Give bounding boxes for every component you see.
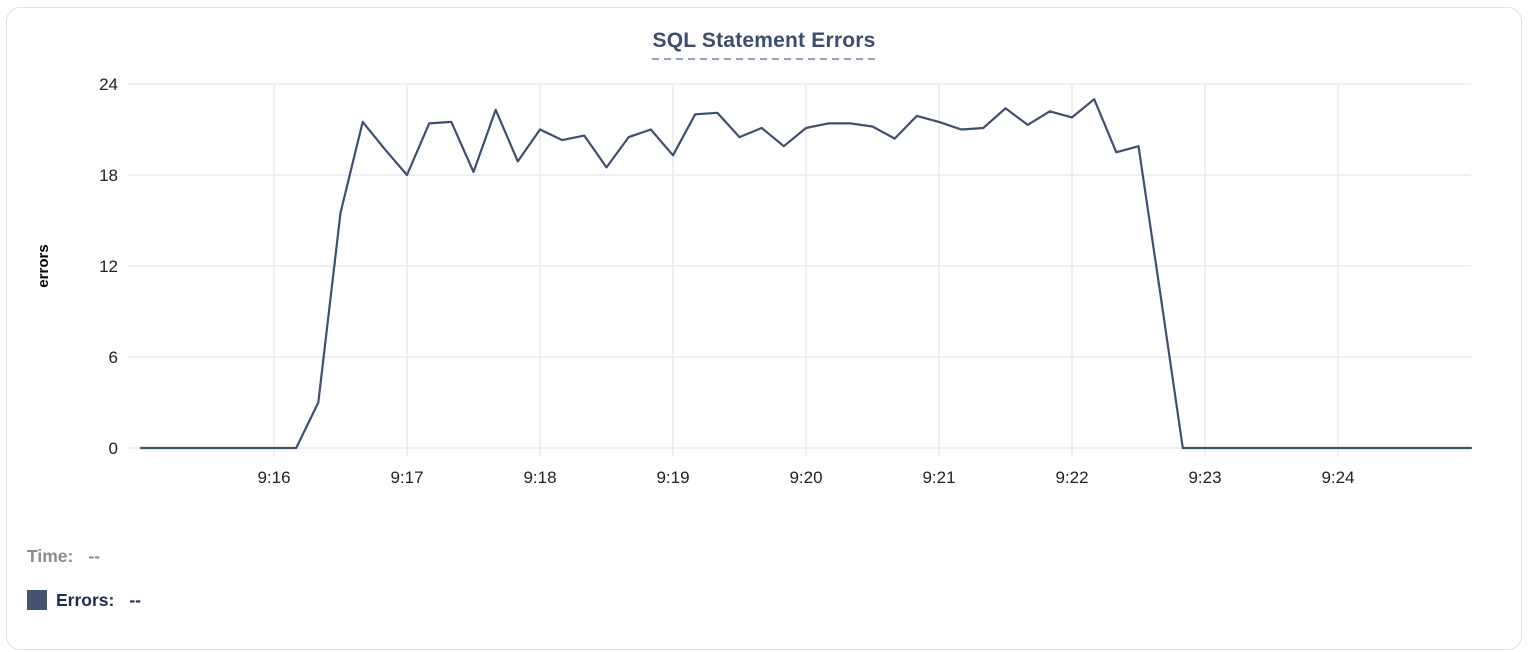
svg-text:9:20: 9:20 [789,468,822,487]
errors-series-swatch [27,590,47,610]
x-axis-tick-labels: 9:16 9:17 9:18 9:19 9:20 9:21 9:22 9:23 9:24 [257,468,1354,487]
time-readout-row: Time: -- [27,544,141,568]
svg-text:9:22: 9:22 [1055,468,1088,487]
errors-readout-row: Errors: -- [27,588,141,612]
y-axis-tick-labels: 0 6 12 18 24 [99,75,118,458]
y-axis-label: errors [35,244,52,287]
svg-text:6: 6 [109,348,118,367]
errors-value: -- [129,589,142,610]
chart-card [6,7,1522,650]
errors-line-chart[interactable]: 0 6 12 18 24 9:16 9:17 9:18 9:19 9:20 9:21 9:22 9:2… [0,0,1528,505]
svg-text:9:18: 9:18 [523,468,556,487]
horizontal-gridlines [128,83,1471,449]
svg-text:18: 18 [99,166,118,185]
svg-text:9:23: 9:23 [1188,468,1221,487]
errors-series-line [139,98,1473,450]
svg-text:9:24: 9:24 [1321,468,1354,487]
svg-text:24: 24 [99,75,118,94]
svg-text:0: 0 [109,439,118,458]
chart-title[interactable]: SQL Statement Errors [652,29,876,52]
svg-text:12: 12 [99,257,118,276]
chart-header: SQL Statement Errors [0,29,1528,60]
time-value: -- [88,545,101,566]
svg-text:9:16: 9:16 [257,468,290,487]
vertical-gridlines [273,84,1339,457]
hover-readout: Time: -- Errors: -- [27,544,141,632]
title-underline-dashes [652,58,876,60]
time-label: Time: [27,545,74,566]
errors-label: Errors: [56,589,115,610]
svg-text:9:21: 9:21 [922,468,955,487]
svg-text:9:17: 9:17 [390,468,423,487]
svg-text:9:19: 9:19 [656,468,689,487]
